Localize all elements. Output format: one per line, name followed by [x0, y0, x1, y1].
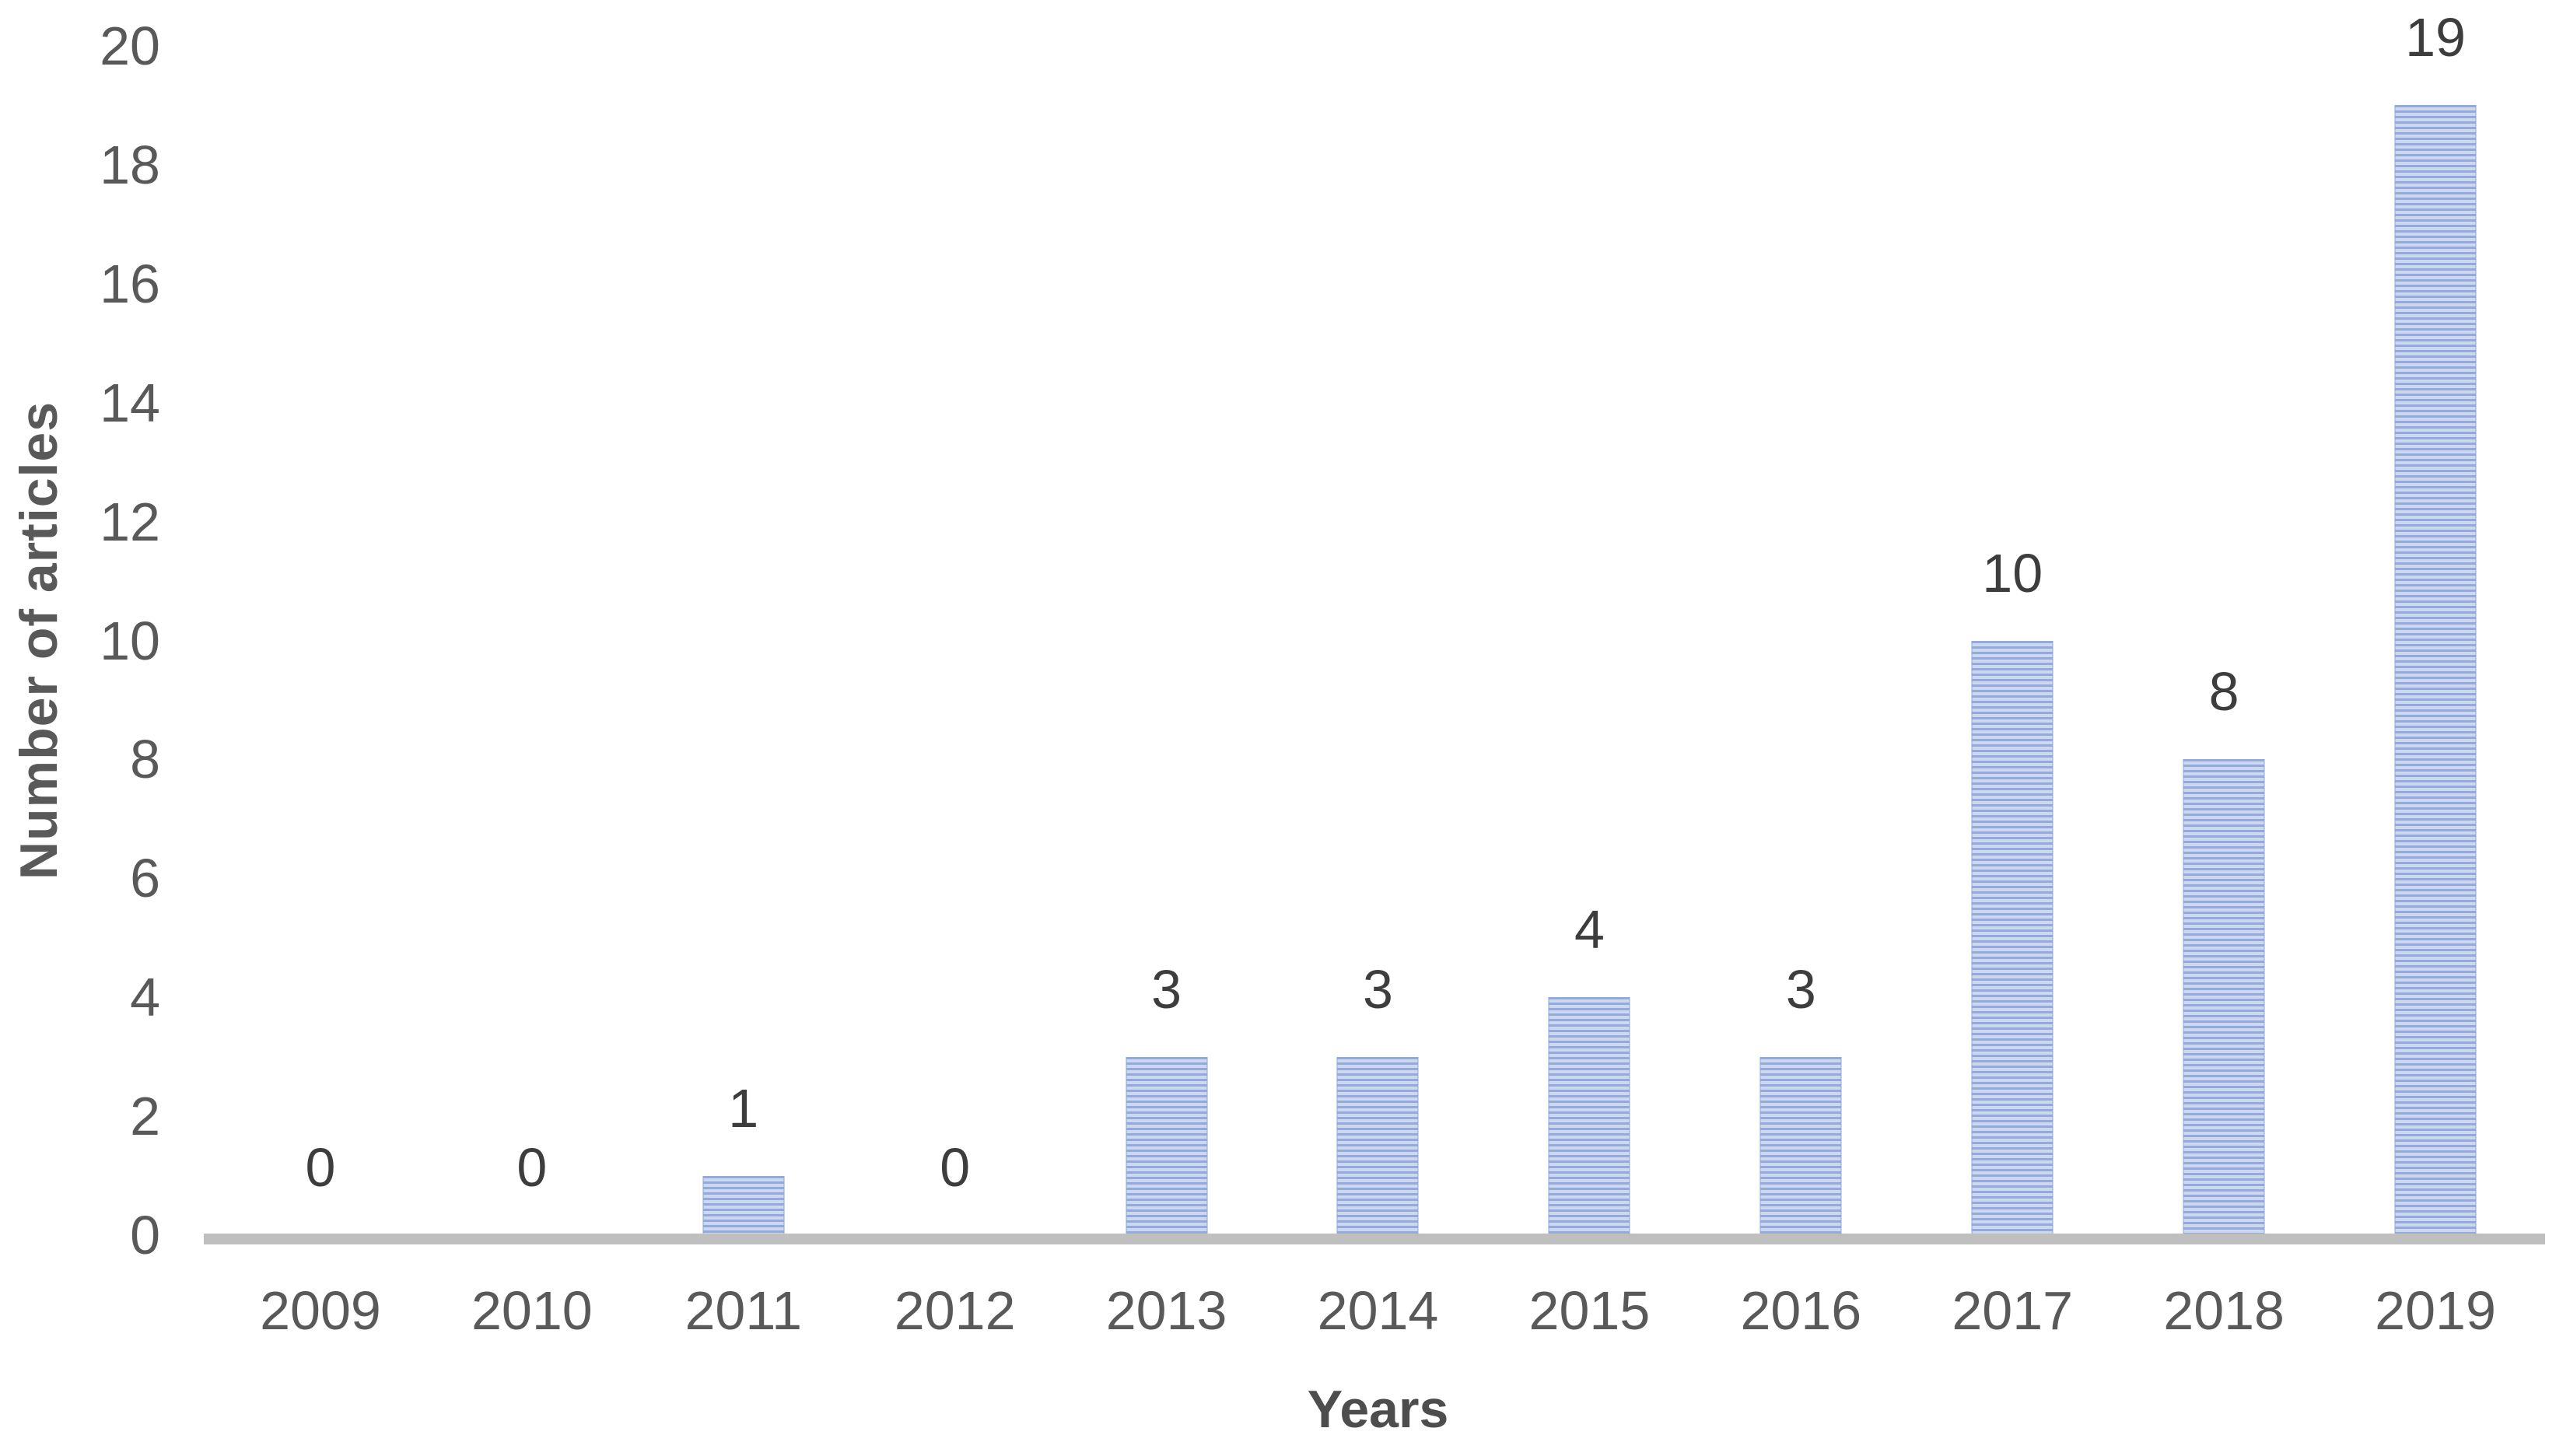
bar-2011	[702, 1175, 785, 1235]
y-tick-label: 6	[130, 848, 160, 909]
data-label: 0	[940, 1137, 971, 1198]
plot-area: 0 0 1 0 3 3 4 3 10 8 19	[215, 10, 2541, 1235]
data-label: 0	[305, 1137, 336, 1198]
y-tick-label: 18	[100, 134, 160, 195]
bar-column: 3	[1061, 46, 1273, 1235]
data-label: 10	[1982, 542, 2043, 604]
bar-column: 0	[849, 46, 1061, 1235]
y-tick-label: 12	[100, 491, 160, 552]
bar-2015	[1548, 997, 1630, 1235]
y-tick-label: 8	[130, 729, 160, 790]
y-tick-label: 14	[100, 372, 160, 433]
bar-column: 4	[1483, 46, 1695, 1235]
bar-2013	[1126, 1056, 1208, 1235]
y-tick-label: 2	[130, 1086, 160, 1147]
x-tick-label: 2014	[1317, 1280, 1439, 1341]
x-tick-label: 2009	[260, 1280, 381, 1341]
data-label: 3	[1785, 958, 1816, 1020]
data-label: 8	[2208, 661, 2239, 723]
data-label: 3	[1363, 958, 1393, 1020]
bar-column: 19	[2330, 10, 2541, 1235]
data-label: 4	[1574, 899, 1605, 961]
data-label: 3	[1151, 958, 1182, 1020]
data-label: 0	[516, 1137, 548, 1198]
bar-column: 3	[1695, 46, 1906, 1235]
x-tick-label: 2011	[685, 1280, 803, 1341]
y-tick-label: 16	[100, 253, 160, 314]
y-tick-label: 0	[130, 1205, 160, 1265]
y-axis-tick-labels: 0 2 4 6 8 10 12 14 16 18 20	[0, 19, 160, 1262]
x-tick-label: 2018	[2163, 1280, 2285, 1341]
x-tick-label: 2010	[471, 1280, 593, 1341]
x-axis-tick-labels: 2009 2010 2011 2012 2013 2014 2015 2016 2017 2018…	[215, 1283, 2541, 1346]
bar-2019	[2394, 105, 2477, 1235]
bar-column: 3	[1273, 46, 1484, 1235]
y-tick-label: 4	[130, 967, 160, 1028]
bar-column: 10	[1906, 46, 2118, 1235]
x-tick-label: 2015	[1528, 1280, 1651, 1341]
data-label: 1	[728, 1077, 759, 1139]
bar-2014	[1336, 1056, 1419, 1235]
bar-column: 0	[426, 46, 638, 1235]
x-tick-label: 2019	[2375, 1280, 2496, 1341]
bar-column: 1	[638, 46, 849, 1235]
y-tick-label: 10	[100, 610, 160, 671]
x-tick-label: 2012	[894, 1280, 1016, 1341]
bar-column: 8	[2118, 46, 2330, 1235]
x-axis-title: Years	[1307, 1380, 1449, 1439]
x-tick-label: 2013	[1105, 1280, 1227, 1341]
x-axis-line	[204, 1234, 2545, 1244]
x-tick-label: 2017	[1952, 1280, 2074, 1341]
bar-column: 0	[215, 46, 426, 1235]
y-tick-label: 20	[100, 16, 160, 76]
bar-2017	[1971, 640, 2054, 1235]
data-label: 19	[2405, 7, 2466, 68]
bar-2018	[2183, 759, 2265, 1235]
bar-2016	[1759, 1056, 1842, 1235]
x-tick-label: 2016	[1740, 1280, 1862, 1341]
